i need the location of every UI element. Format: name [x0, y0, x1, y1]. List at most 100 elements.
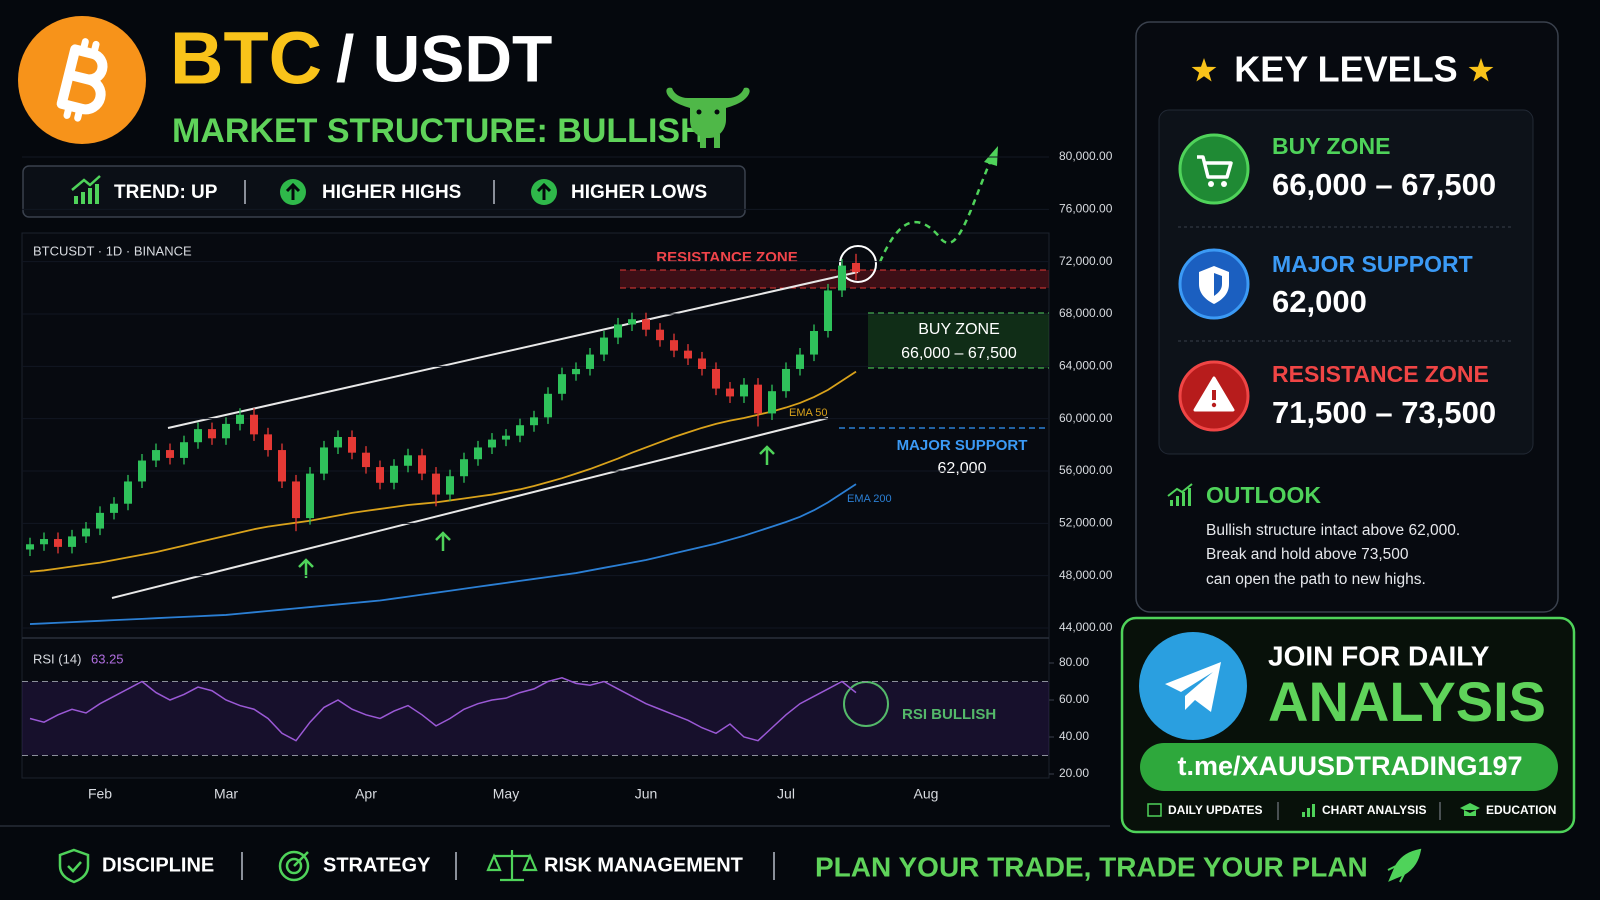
candle-body [320, 447, 328, 474]
chart-icon [1302, 804, 1315, 817]
candle-body [740, 384, 748, 397]
warning-icon [1178, 360, 1250, 432]
candle-body [180, 442, 188, 458]
telegram-icon [1139, 632, 1247, 740]
candle-body [124, 481, 132, 504]
join-line2: ANALYSIS [1268, 670, 1546, 733]
candle-body [796, 354, 804, 369]
y-tick-label: 80.00 [1059, 655, 1089, 669]
candle-body [82, 528, 90, 537]
candle-body [698, 358, 706, 369]
key-levels-title: KEY LEVELS [1234, 49, 1457, 90]
x-tick-label: Apr [355, 786, 377, 802]
candle-body [572, 368, 580, 375]
level-label: RESISTANCE ZONE [1272, 361, 1489, 387]
candle-body [810, 331, 818, 355]
candle-body [768, 391, 776, 414]
candle-body [138, 460, 146, 482]
candle-body [600, 337, 608, 355]
candle-body [516, 425, 524, 436]
x-tick-label: Jun [635, 786, 658, 802]
footer-item: DISCIPLINE [102, 854, 214, 876]
outlook-line: Break and hold above 73,500 [1206, 546, 1409, 563]
projection-path [878, 161, 992, 263]
level-value: 62,000 [1272, 284, 1367, 319]
outlook-line: can open the path to new highs. [1206, 571, 1426, 588]
target-icon [278, 850, 310, 882]
candle-body [334, 436, 342, 448]
rsi-line [29, 677, 857, 742]
support-label: MAJOR SUPPORT [897, 437, 1028, 454]
y-tick-label: 56,000.00 [1059, 463, 1113, 477]
candle-body [264, 434, 272, 451]
candle-body [852, 262, 860, 273]
join-feature: CHART ANALYSIS [1322, 803, 1426, 817]
candle-body [446, 476, 454, 495]
up-circle-icon [531, 179, 557, 205]
candle-body [208, 429, 216, 439]
candle-body [390, 465, 398, 483]
x-tick-label: Aug [914, 786, 939, 802]
candle-body [292, 481, 300, 519]
badge: TREND: UP [114, 182, 218, 203]
series-label: EMA 50 [789, 407, 828, 419]
trend-icon [71, 175, 101, 204]
ema-line [29, 370, 857, 573]
up-circle-icon [280, 179, 306, 205]
candle-body [642, 319, 650, 330]
candle-body [838, 265, 846, 291]
y-tick-label: 48,000.00 [1059, 568, 1113, 582]
candle-body [96, 512, 104, 529]
candle-body [40, 539, 48, 545]
candle-body [54, 539, 62, 547]
star [1468, 58, 1494, 82]
level-label: BUY ZONE [1272, 133, 1390, 159]
candle-body [306, 473, 314, 519]
title-quote: / USDT [336, 21, 552, 95]
join-link[interactable]: t.me/XAUUSDTRADING197 [1177, 751, 1522, 781]
channel-upper [167, 271, 859, 429]
y-tick-label: 64,000.00 [1059, 359, 1113, 373]
x-tick-label: Feb [88, 786, 112, 802]
candle-body [362, 452, 370, 468]
x-tick-label: Jul [777, 786, 795, 802]
link-pill[interactable] [1140, 743, 1558, 791]
projection-arrow [984, 146, 998, 166]
rsi-title: RSI (14) [33, 651, 81, 666]
candle-body [502, 435, 510, 440]
badge: HIGHER HIGHS [322, 182, 461, 203]
join-feature: EDUCATION [1486, 803, 1556, 817]
join-line1: JOIN FOR DAILY [1268, 640, 1490, 671]
candle-body [432, 473, 440, 495]
buy-zone-label: BUY ZONE [918, 321, 1000, 338]
candle-body [684, 350, 692, 359]
y-tick-label: 68,000.00 [1059, 306, 1113, 320]
level-label: MAJOR SUPPORT [1272, 251, 1473, 277]
star [1191, 58, 1217, 82]
level-value: 66,000 – 67,500 [1272, 167, 1496, 202]
bitcoin-logo [18, 16, 146, 144]
candle-body [712, 368, 720, 389]
candle-body [558, 374, 566, 394]
candle-body [278, 450, 286, 482]
y-tick-label: 80,000.00 [1059, 149, 1113, 163]
candle-body [166, 450, 174, 458]
footer-item: RISK MANAGEMENT [544, 854, 743, 876]
level-value: 71,500 – 73,500 [1272, 395, 1496, 430]
candle-body [628, 319, 636, 325]
chart-label: BTCUSDT · 1D · BINANCE [33, 243, 192, 258]
y-tick-label: 76,000.00 [1059, 202, 1113, 216]
levels-box [1158, 109, 1534, 455]
x-tick-label: May [493, 786, 519, 802]
candle-body [418, 455, 426, 474]
candle-body [754, 384, 762, 414]
slogan: PLAN YOUR TRADE, TRADE YOUR PLAN [815, 851, 1368, 882]
candle-body [726, 388, 734, 397]
outlook-title: OUTLOOK [1206, 482, 1321, 508]
outlook-line: Bullish structure intact above 62,000. [1206, 522, 1460, 539]
shield-icon [1178, 248, 1250, 320]
subtitle: MARKET STRUCTURE: BULLISH [172, 112, 705, 150]
support-value: 62,000 [938, 460, 987, 477]
